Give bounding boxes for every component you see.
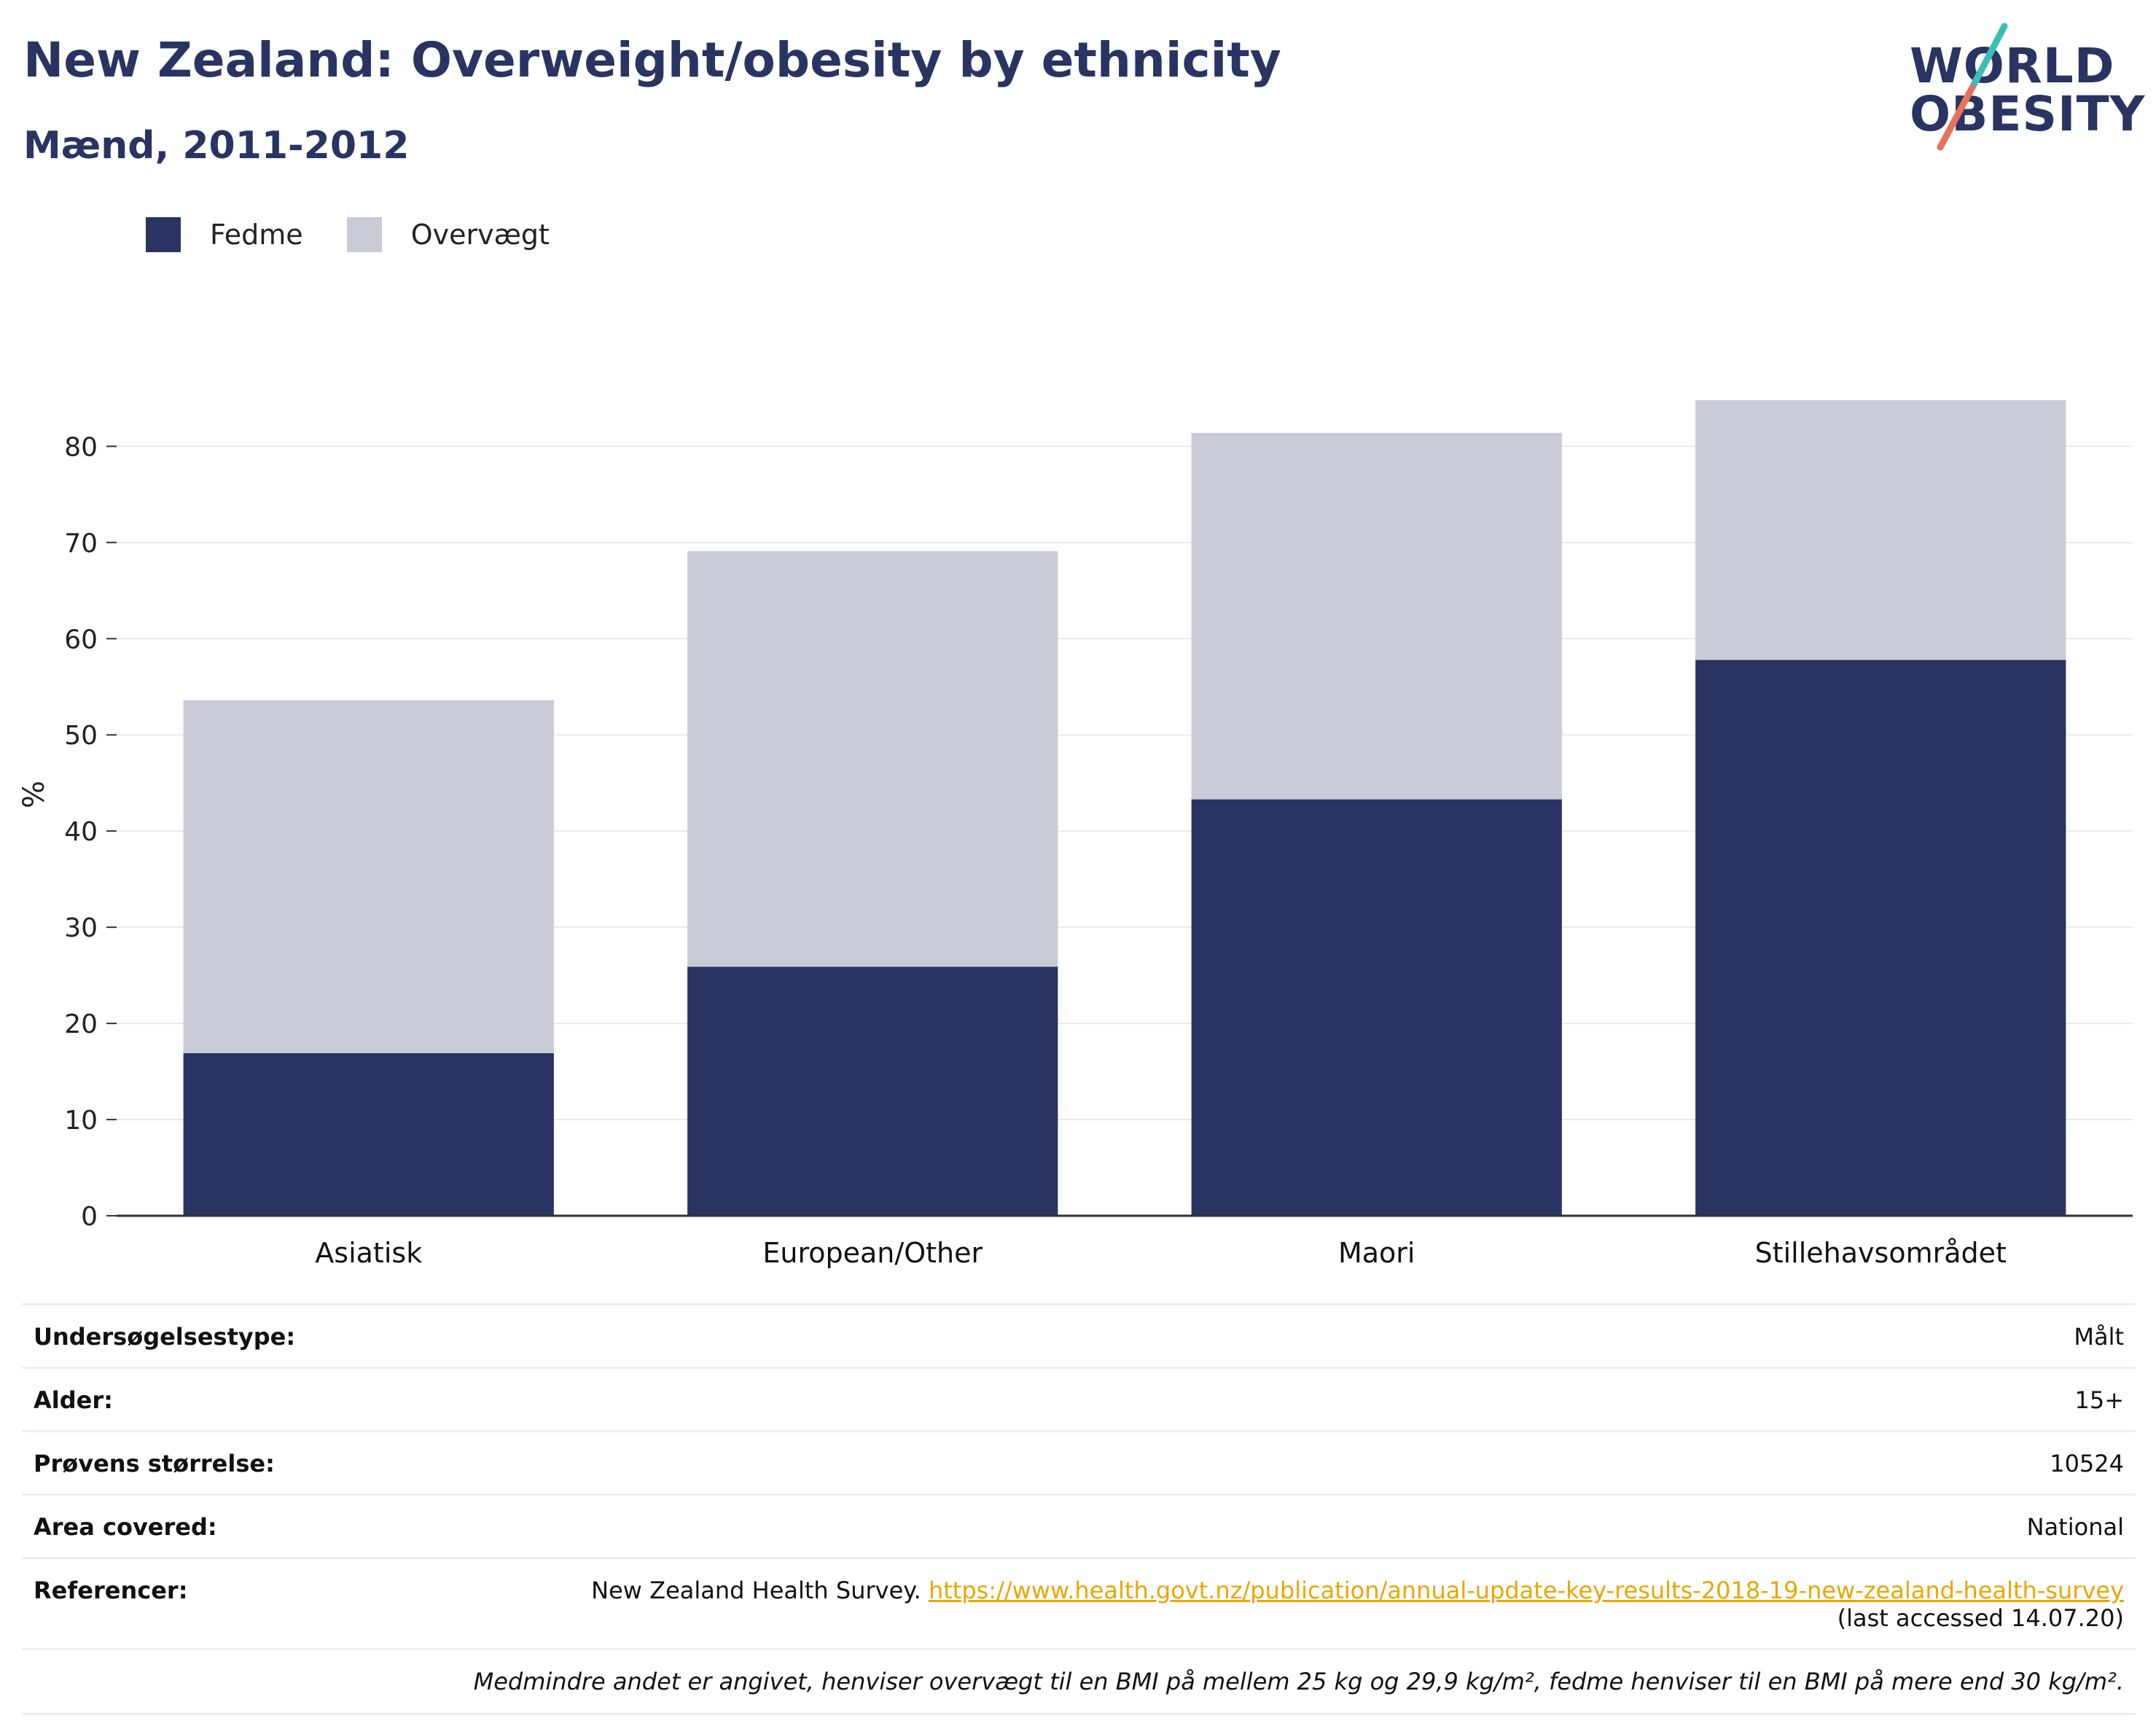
info-table: Undersøgelsestype: Målt Alder: 15+ Prøve… <box>22 1303 2136 1715</box>
legend-label-fedme: Fedme <box>210 219 303 251</box>
reference-text: New Zealand Health Survey. <box>591 1577 929 1604</box>
info-key: Undersøgelsestype: <box>34 1323 296 1351</box>
y-tick-label: 30 <box>64 913 98 943</box>
info-key: Prøvens størrelse: <box>34 1450 275 1477</box>
info-value: Målt <box>2074 1323 2124 1351</box>
bar-fedme-0[interactable] <box>183 1052 554 1216</box>
reference-link[interactable]: https://www.health.govt.nz/publication/a… <box>928 1577 2124 1604</box>
y-tick-label: 20 <box>64 1009 98 1039</box>
legend-swatch-fedme <box>146 217 181 252</box>
info-key: Area covered: <box>34 1513 217 1541</box>
info-key: Alder: <box>34 1386 113 1414</box>
logo-line-1: WORLD <box>1910 38 2115 94</box>
x-tick-label: European/Other <box>762 1237 983 1269</box>
bar-overvaegt-2[interactable] <box>1191 432 1562 800</box>
legend-item-fedme[interactable]: Fedme <box>146 217 303 252</box>
bar-fedme-2[interactable] <box>1191 799 1562 1216</box>
y-tick-label: 60 <box>64 625 98 655</box>
y-tick-label: 50 <box>64 721 98 751</box>
info-value: 15+ <box>2074 1386 2124 1414</box>
reference-value: New Zealand Health Survey. https://www.h… <box>591 1577 2124 1632</box>
bar-fedme-1[interactable] <box>687 966 1058 1216</box>
bar-fedme-3[interactable] <box>1695 660 2066 1216</box>
info-key: Referencer: <box>34 1577 188 1604</box>
x-tick-label: Asiatisk <box>315 1237 422 1269</box>
x-tick-label: Maori <box>1338 1237 1415 1269</box>
info-row-age: Alder: 15+ <box>22 1367 2136 1430</box>
info-row-survey-type: Undersøgelsestype: Målt <box>22 1303 2136 1367</box>
y-tick-label: 10 <box>64 1106 98 1136</box>
y-tick-label: 0 <box>81 1202 98 1232</box>
info-row-sample-size: Prøvens størrelse: 10524 <box>22 1430 2136 1493</box>
page-subtitle: Mænd, 2011-2012 <box>23 124 410 168</box>
legend-swatch-overvaegt <box>346 217 382 252</box>
bar-overvaegt-0[interactable] <box>183 700 554 1053</box>
info-row-area: Area covered: National <box>22 1493 2136 1557</box>
bar-overvaegt-1[interactable] <box>687 551 1058 967</box>
bmi-definition-note: Medmindre andet er angivet, henviser ove… <box>22 1648 2136 1715</box>
reference-accessed: (last accessed 14.07.20) <box>1837 1604 2124 1632</box>
info-value: National <box>2026 1513 2124 1541</box>
y-axis-label: % <box>17 781 51 808</box>
stacked-bar-chart: 0 10 20 30 40 50 60 70 80 Asiatisk European/Other M… <box>17 400 2133 1269</box>
y-tick-label: 80 <box>64 432 98 462</box>
x-tick-label: Stillehavsområdet <box>1755 1237 2007 1269</box>
bars <box>183 400 2066 1216</box>
chart-legend: Fedme Overvægt <box>146 217 593 252</box>
info-row-references: Referencer: New Zealand Health Survey. h… <box>22 1557 2136 1648</box>
legend-item-overvaegt[interactable]: Overvægt <box>346 217 550 252</box>
info-value: 10524 <box>2050 1450 2124 1477</box>
axes: 0 10 20 30 40 50 60 70 80 Asiatisk European/Other M… <box>64 432 2133 1269</box>
y-tick-label: 70 <box>64 528 98 558</box>
logo-slash-icon <box>1937 23 2008 151</box>
page-title: New Zealand: Overweight/obesity by ethni… <box>23 32 1281 88</box>
legend-label-overvaegt: Overvægt <box>410 219 550 251</box>
world-obesity-logo: WORLD OBESITY <box>1902 20 2144 152</box>
bar-overvaegt-3[interactable] <box>1695 400 2066 660</box>
y-tick-label: 40 <box>64 817 98 847</box>
